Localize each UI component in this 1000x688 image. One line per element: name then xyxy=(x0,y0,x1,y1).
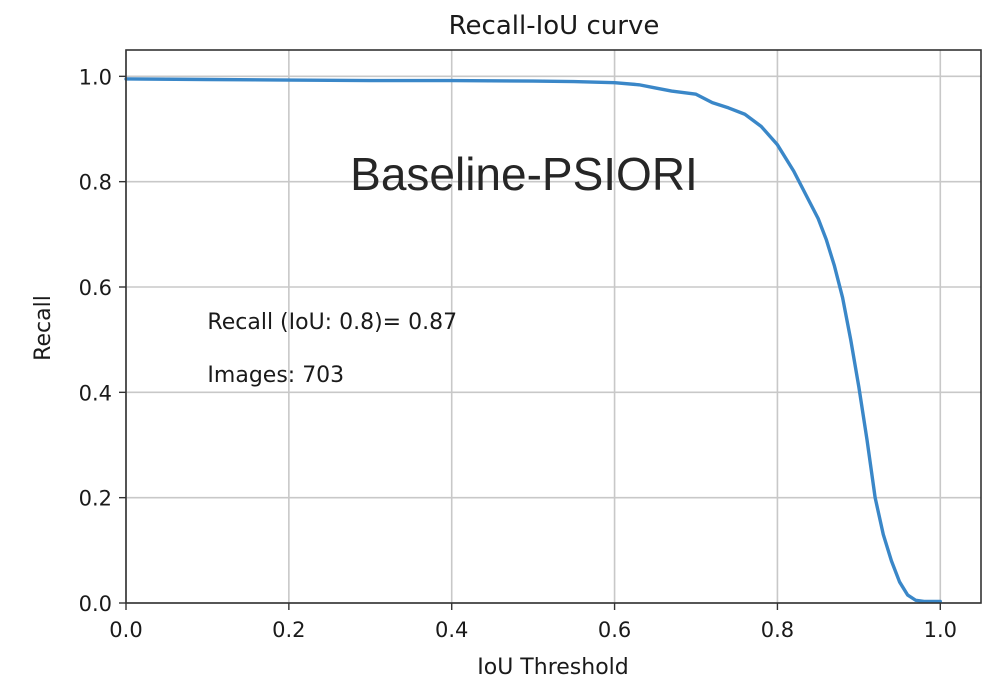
x-tick-label: 0.6 xyxy=(598,618,631,642)
y-tick-label: 0.8 xyxy=(79,171,112,195)
x-tick-label: 0.2 xyxy=(272,618,305,642)
x-axis-label: IoU Threshold xyxy=(477,655,628,680)
x-tick-label: 0.8 xyxy=(761,618,794,642)
overlay-label: Baseline-PSIORI xyxy=(350,148,698,200)
recall-curve-line xyxy=(124,77,942,604)
x-tick-label: 0.4 xyxy=(435,618,468,642)
x-tick-label: 1.0 xyxy=(924,618,957,642)
y-tick-label: 0.4 xyxy=(79,381,112,405)
y-tick-label: 0.0 xyxy=(79,592,112,616)
plot-area xyxy=(124,77,942,604)
y-tick-label: 0.6 xyxy=(79,276,112,300)
recall-annotation: Recall (IoU: 0.8)= 0.87 xyxy=(207,310,457,335)
y-tick-label: 0.2 xyxy=(79,487,112,511)
x-axis: 0.0 0.2 0.4 0.6 0.8 1.0 xyxy=(109,603,957,642)
chart-title: Recall-IoU curve xyxy=(449,11,660,41)
x-tick-label: 0.0 xyxy=(109,618,142,642)
y-tick-label: 1.0 xyxy=(79,65,112,89)
y-axis: 0.0 0.2 0.4 0.6 0.8 1.0 xyxy=(79,65,126,616)
plot-frame xyxy=(125,49,982,604)
y-axis-label: Recall xyxy=(31,295,56,361)
images-count-annotation: Images: 703 xyxy=(207,363,344,388)
